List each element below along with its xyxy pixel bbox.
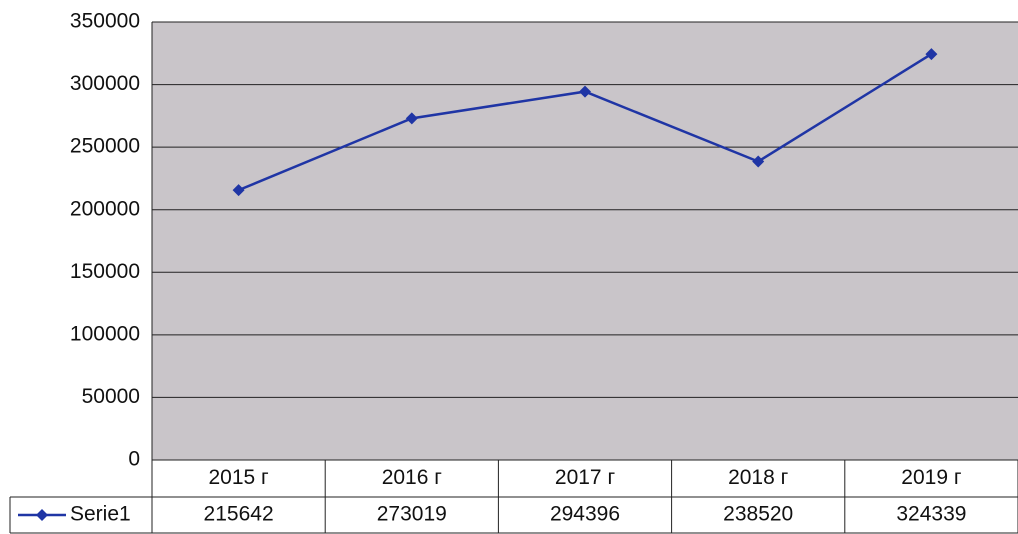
y-tick-label: 150000 [70, 260, 140, 283]
data-point [405, 112, 418, 125]
table-value: 294396 [550, 503, 620, 526]
y-tick-label: 50000 [82, 385, 140, 408]
data-point [579, 85, 591, 98]
table-value: 324339 [896, 503, 966, 526]
x-tick-label: 2015 г [208, 466, 269, 489]
x-tick-label: 2019 г [901, 466, 962, 489]
x-tick-label: 2018 г [728, 466, 789, 489]
data-point [752, 155, 765, 168]
x-tick-label: 2016 г [382, 466, 443, 489]
legend-label: Serie1 [70, 503, 131, 526]
y-tick-label: 300000 [70, 72, 140, 95]
y-tick-label: 0 [128, 448, 140, 471]
y-tick-label: 200000 [70, 197, 140, 220]
data-point [232, 184, 245, 197]
y-tick-label: 250000 [70, 135, 140, 158]
table-value: 238520 [723, 503, 793, 526]
table-value: 273019 [377, 503, 447, 526]
x-tick-label: 2017 г [555, 466, 616, 489]
data-point [925, 48, 938, 61]
y-tick-label: 100000 [70, 322, 140, 345]
y-tick-label: 350000 [70, 10, 140, 33]
legend-marker [36, 509, 48, 521]
table-value: 215642 [204, 503, 274, 526]
